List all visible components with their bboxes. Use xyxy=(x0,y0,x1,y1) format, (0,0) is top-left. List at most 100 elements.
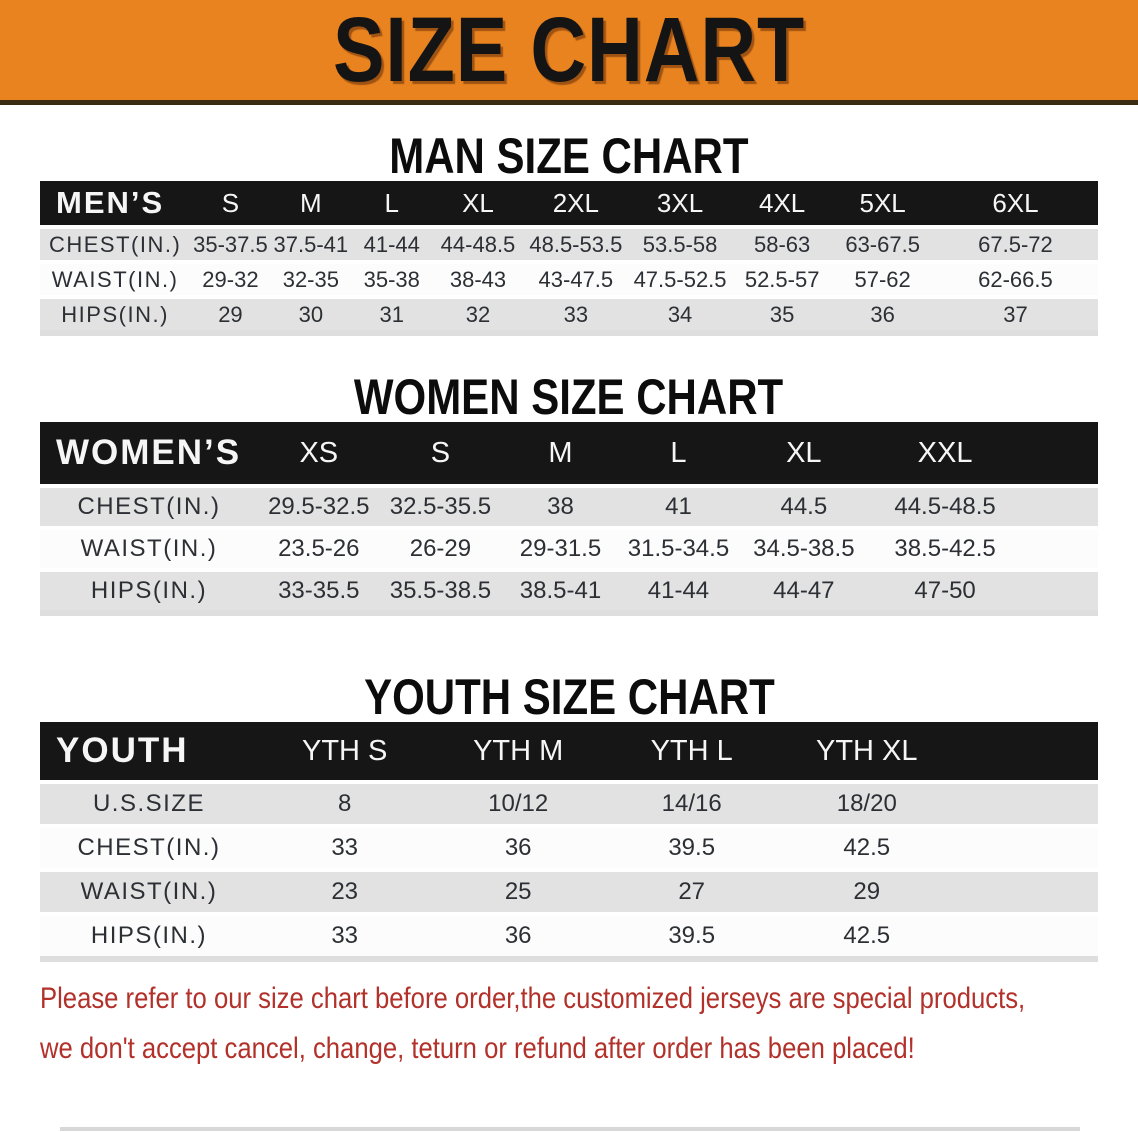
womens-size-table: WOMEN’S XS S M L XL XXL CHEST(IN.) 29.5-… xyxy=(40,422,1098,616)
mens-col-header-3xl: 3XL xyxy=(628,181,732,225)
youth-ussize-row: U.S.SIZE 8 10/12 14/16 18/20 xyxy=(40,780,1098,824)
mens-chest-row: CHEST(IN.) 35-37.5 37.5-41 41-44 44-48.5… xyxy=(40,225,1098,260)
size-chart-title: SIZE CHART xyxy=(332,0,806,101)
size-cell: 44.5-48.5 xyxy=(870,484,1020,526)
womens-header-row: WOMEN’S XS S M L XL XXL xyxy=(40,422,1098,484)
youth-size-table: YOUTH YTH S YTH M YTH L YTH XL U.S.SIZE … xyxy=(40,722,1098,962)
row-label: HIPS(IN.) xyxy=(40,295,191,336)
disclaimer-text: Please refer to our size chart before or… xyxy=(40,974,1098,1074)
row-label: U.S.SIZE xyxy=(40,780,258,824)
size-cell: 29 xyxy=(190,295,271,336)
size-cell: 25 xyxy=(431,868,605,912)
size-cell: 34.5-38.5 xyxy=(737,526,871,568)
row-label: WAIST(IN.) xyxy=(40,526,258,568)
youth-size-chart-heading: YOUTH SIZE CHART xyxy=(0,672,1138,722)
mens-col-header-6xl: 6XL xyxy=(932,181,1098,225)
size-cell: 10/12 xyxy=(431,780,605,824)
size-cell: 35-37.5 xyxy=(190,225,271,260)
size-cell: 41-44 xyxy=(351,225,433,260)
disclaimer-line-2: we don't accept cancel, change, teturn o… xyxy=(40,1032,915,1065)
mens-header-label: MEN’S xyxy=(40,181,191,225)
youth-col-header-xl: YTH XL xyxy=(778,722,956,780)
size-cell: 43-47.5 xyxy=(523,260,629,295)
size-cell: 47.5-52.5 xyxy=(628,260,732,295)
size-cell: 42.5 xyxy=(778,824,956,868)
size-cell: 38-43 xyxy=(432,260,524,295)
cell-spacer xyxy=(955,780,1098,824)
size-cell: 34 xyxy=(628,295,732,336)
size-chart-banner: SIZE CHART xyxy=(0,0,1138,105)
size-cell: 38.5-41 xyxy=(501,568,620,616)
cell-spacer xyxy=(1019,526,1098,568)
size-cell: 36 xyxy=(431,912,605,962)
size-cell: 35-38 xyxy=(351,260,433,295)
mens-hips-row: HIPS(IN.) 29 30 31 32 33 34 35 36 37 xyxy=(40,295,1098,336)
size-cell: 35 xyxy=(731,295,833,336)
man-size-chart-heading: MAN SIZE CHART xyxy=(0,131,1138,181)
size-cell: 39.5 xyxy=(604,824,779,868)
womens-chest-row: CHEST(IN.) 29.5-32.5 32.5-35.5 38 41 44.… xyxy=(40,484,1098,526)
size-cell: 33 xyxy=(257,912,432,962)
size-cell: 37.5-41 xyxy=(270,225,352,260)
size-cell: 30 xyxy=(270,295,352,336)
size-cell: 32.5-35.5 xyxy=(379,484,502,526)
size-cell: 41 xyxy=(619,484,738,526)
mens-col-header-m: M xyxy=(270,181,352,225)
youth-waist-row: WAIST(IN.) 23 25 27 29 xyxy=(40,868,1098,912)
row-label: WAIST(IN.) xyxy=(40,260,191,295)
size-cell: 58-63 xyxy=(731,225,833,260)
cell-spacer xyxy=(1019,568,1098,616)
size-cell: 67.5-72 xyxy=(932,225,1098,260)
mens-col-header-l: L xyxy=(351,181,433,225)
header-spacer xyxy=(1019,422,1098,484)
mens-size-table: MEN’S S M L XL 2XL 3XL 4XL 5XL 6XL CHEST… xyxy=(40,181,1098,336)
bottom-divider xyxy=(60,1127,1080,1131)
size-cell: 44.5 xyxy=(737,484,871,526)
youth-col-header-s: YTH S xyxy=(257,722,432,780)
womens-col-header-xs: XS xyxy=(257,422,380,484)
size-cell: 63-67.5 xyxy=(832,225,933,260)
womens-hips-row: HIPS(IN.) 33-35.5 35.5-38.5 38.5-41 41-4… xyxy=(40,568,1098,616)
size-cell: 57-62 xyxy=(832,260,933,295)
size-cell: 52.5-57 xyxy=(731,260,833,295)
youth-chest-row: CHEST(IN.) 33 36 39.5 42.5 xyxy=(40,824,1098,868)
man-size-chart-heading-text: MAN SIZE CHART xyxy=(389,128,749,184)
women-size-chart-heading-text: WOMEN SIZE CHART xyxy=(354,369,784,425)
size-cell: 53.5-58 xyxy=(628,225,732,260)
size-cell: 29-31.5 xyxy=(501,526,620,568)
size-cell: 42.5 xyxy=(778,912,956,962)
size-cell: 35.5-38.5 xyxy=(379,568,502,616)
size-cell: 33 xyxy=(523,295,629,336)
size-cell: 32 xyxy=(432,295,524,336)
size-cell: 37 xyxy=(932,295,1098,336)
size-cell: 36 xyxy=(431,824,605,868)
row-label: CHEST(IN.) xyxy=(40,484,258,526)
cell-spacer xyxy=(955,912,1098,962)
mens-col-header-5xl: 5XL xyxy=(832,181,933,225)
size-cell: 29.5-32.5 xyxy=(257,484,380,526)
youth-col-header-l: YTH L xyxy=(604,722,779,780)
row-label: HIPS(IN.) xyxy=(40,912,258,962)
women-size-chart-heading: WOMEN SIZE CHART xyxy=(0,372,1138,422)
size-cell: 32-35 xyxy=(270,260,352,295)
womens-header-label: WOMEN’S xyxy=(40,422,258,484)
size-cell: 23.5-26 xyxy=(257,526,380,568)
mens-col-header-s: S xyxy=(190,181,271,225)
size-cell: 8 xyxy=(257,780,432,824)
size-cell: 29 xyxy=(778,868,956,912)
womens-col-header-xl: XL xyxy=(737,422,871,484)
youth-header-label: YOUTH xyxy=(40,722,258,780)
size-cell: 62-66.5 xyxy=(932,260,1098,295)
size-cell: 33-35.5 xyxy=(257,568,380,616)
disclaimer-line-1: Please refer to our size chart before or… xyxy=(40,982,1026,1015)
mens-waist-row: WAIST(IN.) 29-32 32-35 35-38 38-43 43-47… xyxy=(40,260,1098,295)
cell-spacer xyxy=(1019,484,1098,526)
size-cell: 27 xyxy=(604,868,779,912)
cell-spacer xyxy=(955,868,1098,912)
mens-col-header-4xl: 4XL xyxy=(731,181,833,225)
size-cell: 14/16 xyxy=(604,780,779,824)
mens-col-header-2xl: 2XL xyxy=(523,181,629,225)
mens-header-row: MEN’S S M L XL 2XL 3XL 4XL 5XL 6XL xyxy=(40,181,1098,225)
youth-col-header-m: YTH M xyxy=(431,722,605,780)
youth-header-row: YOUTH YTH S YTH M YTH L YTH XL xyxy=(40,722,1098,780)
